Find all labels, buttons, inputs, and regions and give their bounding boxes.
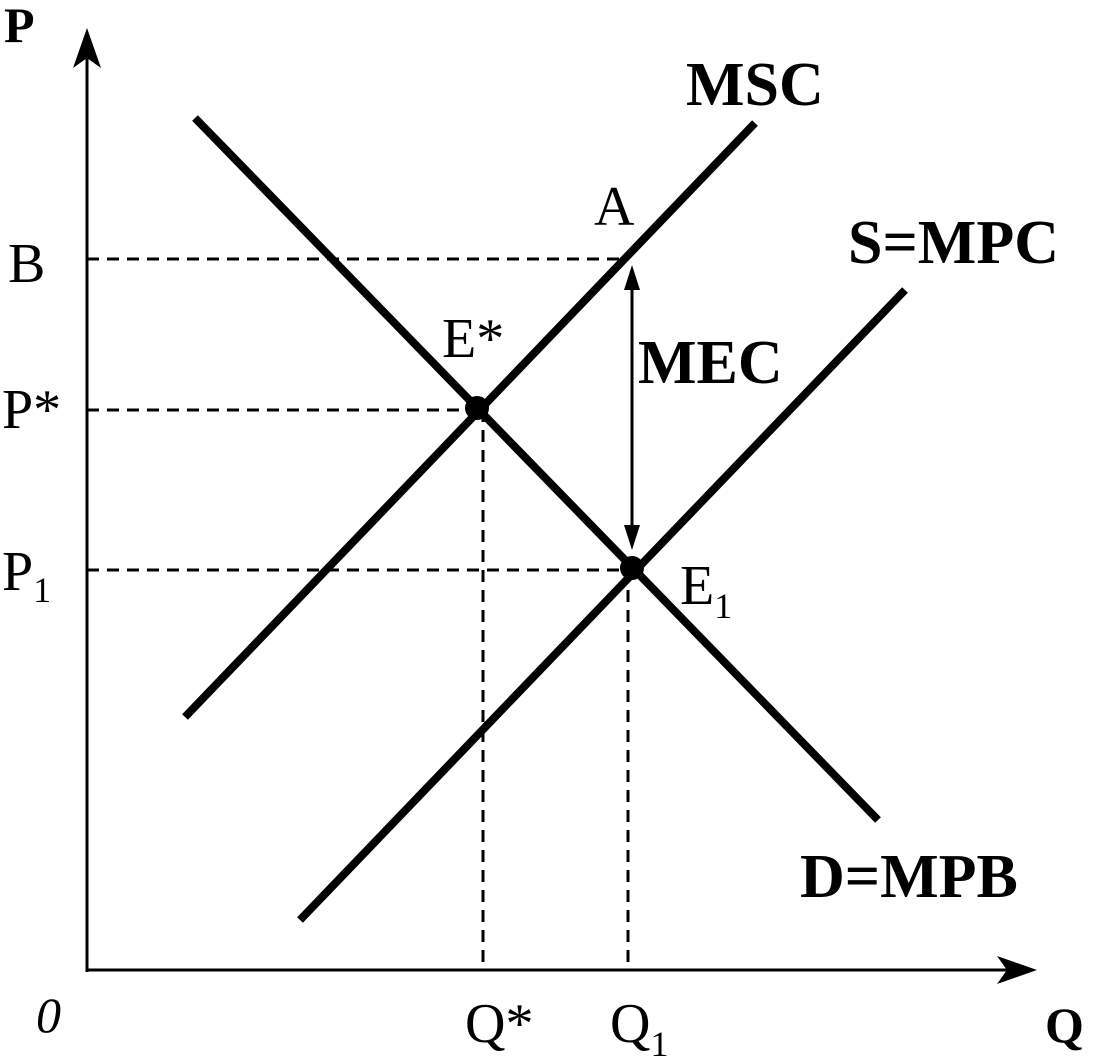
point-estar	[465, 396, 489, 420]
quantity-label: Q*	[465, 993, 533, 1055]
curve-label: D=MPB	[800, 843, 1018, 911]
curve-label: MSC	[686, 51, 824, 119]
curve-label: S=MPC	[848, 209, 1059, 277]
label-sub: 1	[714, 586, 732, 626]
point-label: A	[594, 176, 635, 238]
point-e1	[620, 556, 644, 580]
label-sub: 1	[33, 570, 51, 610]
mec-arrow-head	[624, 525, 640, 550]
mec-label: MEC	[638, 329, 783, 397]
price-label: P*	[2, 379, 61, 441]
price-label: P1	[2, 541, 51, 610]
point-label: E1	[680, 555, 732, 626]
quantity-label: Q1	[610, 993, 668, 1064]
y-arrow	[73, 28, 101, 68]
label-base: Q	[610, 993, 650, 1055]
x-axis-label: Q	[1045, 997, 1084, 1053]
y-axis-label: P	[4, 0, 35, 53]
label-base: E	[680, 555, 714, 617]
x-arrow	[997, 956, 1037, 984]
supply-curve	[297, 287, 908, 923]
origin-label: 0	[36, 987, 61, 1043]
point-label: E*	[442, 308, 504, 370]
price-label: B	[8, 233, 45, 295]
msc-curve	[182, 120, 758, 720]
mec-arrow-head	[624, 265, 640, 290]
demand-curve	[192, 115, 881, 823]
label-sub: 1	[650, 1024, 668, 1064]
label-base: P	[2, 541, 33, 603]
